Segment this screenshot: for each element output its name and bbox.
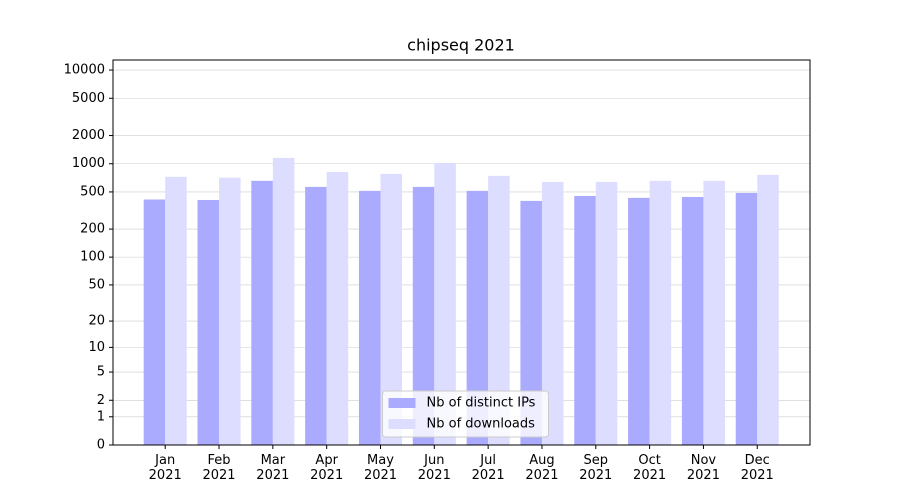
legend-box xyxy=(382,390,549,438)
x-tick-label: May 2021 xyxy=(363,453,398,483)
y-tick-label: 1000 xyxy=(72,156,105,171)
legend: Nb of distinct IPs Nb of downloads xyxy=(382,390,549,438)
bar xyxy=(541,181,564,445)
bar xyxy=(305,186,327,445)
x-tick-label: Aug 2021 xyxy=(525,453,559,483)
x-tick-label: Mar 2021 xyxy=(256,453,290,483)
x-tick-label: Sep 2021 xyxy=(579,453,613,483)
x-tick-label: Dec 2021 xyxy=(740,453,774,483)
bar xyxy=(143,199,166,445)
x-tick-label: Jun 2021 xyxy=(417,453,451,483)
y-tick-label: 2000 xyxy=(72,128,105,143)
y-tick-label: 5000 xyxy=(72,91,105,106)
x-tick-label: Feb 2021 xyxy=(202,453,236,483)
bar xyxy=(326,171,349,445)
bar xyxy=(466,190,489,445)
bar xyxy=(219,177,241,445)
y-tick-label: 1 xyxy=(97,409,105,424)
bar xyxy=(649,180,672,445)
y-tick-label: 10000 xyxy=(64,63,105,78)
bar xyxy=(380,173,403,445)
y-tick-label: 20 xyxy=(88,314,105,329)
bar xyxy=(595,181,618,445)
y-tick-label: 0 xyxy=(97,438,105,453)
bar xyxy=(412,186,435,445)
bar xyxy=(358,190,381,445)
bar xyxy=(757,174,779,446)
bar xyxy=(520,200,542,445)
bar xyxy=(574,195,596,445)
bar xyxy=(703,180,725,445)
legend-label: Nb of distinct IPs xyxy=(427,396,536,411)
chart-title: chipseq 2021 xyxy=(407,36,515,55)
legend-swatch xyxy=(388,398,416,408)
y-tick-label: 5 xyxy=(97,365,105,380)
bar xyxy=(488,175,510,445)
legend-swatch xyxy=(388,419,416,429)
x-tick-label: Apr 2021 xyxy=(310,453,344,483)
y-tick-label: 200 xyxy=(80,222,105,237)
x-tick-label: Nov 2021 xyxy=(686,453,720,483)
y-tick-label: 10 xyxy=(88,340,105,355)
bar xyxy=(628,197,650,445)
x-tick-label: Oct 2021 xyxy=(633,453,667,483)
y-tick-label: 500 xyxy=(80,184,105,199)
y-tick-label: 2 xyxy=(97,393,105,408)
bar xyxy=(165,176,187,445)
bar xyxy=(197,199,220,445)
bar xyxy=(681,196,704,445)
bar xyxy=(735,192,758,445)
y-tick-label: 100 xyxy=(80,250,105,265)
x-tick-label: Jul 2021 xyxy=(471,453,505,483)
bar xyxy=(434,162,456,445)
x-tick-label: Jan 2021 xyxy=(148,453,182,483)
legend-label: Nb of downloads xyxy=(427,417,536,432)
axes-frame xyxy=(112,59,811,446)
y-tick-label: 50 xyxy=(88,277,105,292)
bar xyxy=(272,157,295,445)
bar xyxy=(251,180,273,445)
